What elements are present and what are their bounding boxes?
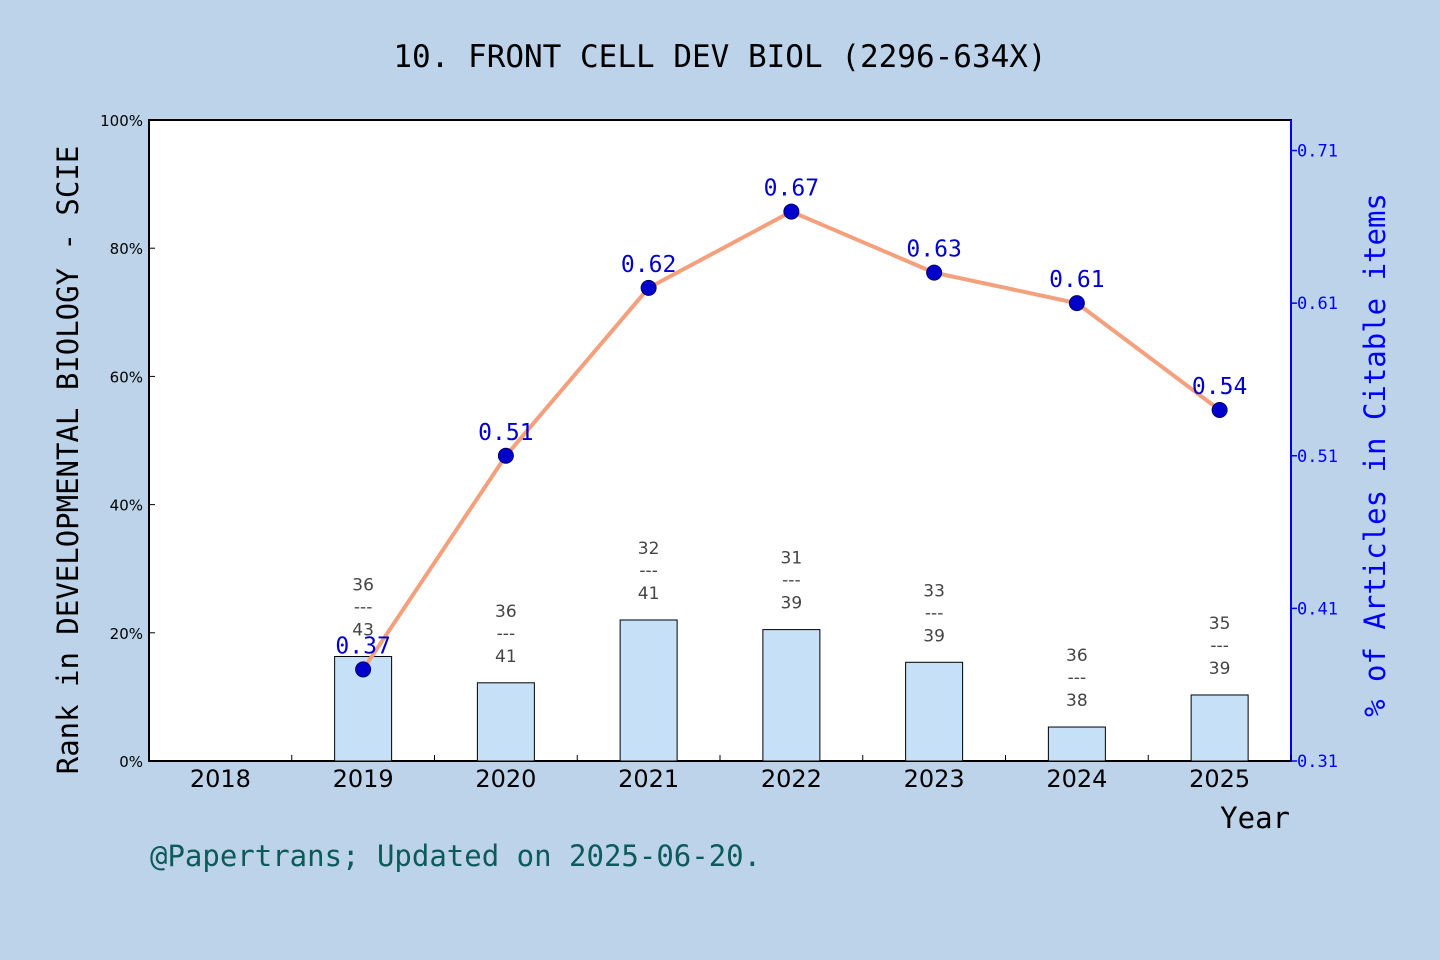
right-tick-label: 0.31 <box>1297 752 1338 772</box>
point-2020 <box>497 447 514 464</box>
point-label-2025: 0.54 <box>1192 374 1247 400</box>
x-tick-label-2022: 2022 <box>761 765 822 793</box>
right-tick-label: 0.61 <box>1297 294 1338 314</box>
x-tick-label-2018: 2018 <box>190 765 251 793</box>
point-label-2024: 0.61 <box>1049 267 1104 293</box>
bar-label-sep-2021: --- <box>639 561 657 581</box>
left-tick-label: 0% <box>119 753 143 771</box>
bar-label-rank-2022: 31 <box>781 549 803 569</box>
point-2022 <box>783 203 800 220</box>
point-2019 <box>355 661 372 678</box>
bar-label-sep-2019: --- <box>354 598 372 618</box>
bar-label-rank-2024: 36 <box>1066 646 1088 666</box>
point-label-2019: 0.37 <box>335 633 390 659</box>
bar-label-sep-2020: --- <box>497 624 515 644</box>
bar-2025 <box>1190 694 1249 762</box>
x-tick-label-2024: 2024 <box>1046 765 1107 793</box>
bar-label-rank-2020: 36 <box>495 602 517 622</box>
bar-label-total-2022: 39 <box>781 594 803 614</box>
x-axis-label: Year <box>1220 801 1290 835</box>
plot-area <box>148 119 1292 762</box>
point-label-2023: 0.63 <box>906 237 961 263</box>
bars-layer: 36 --- 43 36 --- 41 32 --- 41 31 --- 39 33 --- 39 36 ---… <box>334 539 1249 762</box>
bar-label-sep-2023: --- <box>925 603 943 623</box>
left-tick-label: 20% <box>110 625 143 643</box>
bar-label-total-2021: 41 <box>638 584 660 604</box>
bar-label-sep-2025: --- <box>1210 636 1228 656</box>
bar-2022 <box>762 629 821 762</box>
point-2023 <box>926 264 943 281</box>
y-axis-right-label: % of Articles in Citable items <box>1358 193 1392 717</box>
bar-label-total-2023: 39 <box>923 626 945 646</box>
point-2025 <box>1211 401 1228 418</box>
bar-label-sep-2024: --- <box>1068 668 1086 688</box>
left-tick-label: 40% <box>110 497 143 515</box>
point-label-2021: 0.62 <box>621 252 676 278</box>
bar-2020 <box>476 682 535 762</box>
footer-note: @Papertrans; Updated on 2025-06-20. <box>150 839 761 873</box>
left-tick-label: 100% <box>100 112 143 130</box>
bar-label-rank-2021: 32 <box>638 539 660 559</box>
bar-2023 <box>905 661 964 762</box>
axes-layer: 0% 20% 40% 60% 80% 100% 0.31 0.41 0.51 0.61 0.71 20… <box>100 112 1338 793</box>
bar-label-total-2019: 43 <box>352 621 374 641</box>
left-tick-label: 60% <box>110 368 143 386</box>
right-tick-label: 0.51 <box>1297 447 1338 467</box>
bar-2024 <box>1047 726 1106 762</box>
right-tick-label: 0.71 <box>1297 142 1338 162</box>
x-tick-label-2020: 2020 <box>475 765 536 793</box>
bar-label-total-2025: 39 <box>1209 659 1231 679</box>
right-tick-label: 0.41 <box>1297 599 1338 619</box>
point-2021 <box>640 279 657 296</box>
bar-label-rank-2019: 36 <box>352 576 374 596</box>
y-axis-left-label: Rank in DEVELOPMENTAL BIOLOGY - SCIE <box>51 146 85 775</box>
bar-label-total-2024: 38 <box>1066 691 1088 711</box>
x-tick-label-2025: 2025 <box>1189 765 1250 793</box>
bar-2021 <box>619 619 678 762</box>
point-label-2022: 0.67 <box>764 176 819 202</box>
bar-label-total-2020: 41 <box>495 647 517 667</box>
line-layer: 0.37 0.51 0.62 0.67 0.63 0.61 0.54 <box>335 176 1247 678</box>
x-tick-label-2023: 2023 <box>904 765 965 793</box>
x-tick-label-2021: 2021 <box>618 765 679 793</box>
bar-label-rank-2023: 33 <box>923 581 945 601</box>
left-tick-label: 80% <box>110 240 143 258</box>
chart-title: 10. FRONT CELL DEV BIOL (2296-634X) <box>393 39 1046 75</box>
bar-label-sep-2022: --- <box>782 571 800 591</box>
point-2024 <box>1068 295 1085 312</box>
x-tick-label-2019: 2019 <box>333 765 394 793</box>
point-label-2020: 0.51 <box>478 420 533 446</box>
bar-label-rank-2025: 35 <box>1209 614 1231 634</box>
